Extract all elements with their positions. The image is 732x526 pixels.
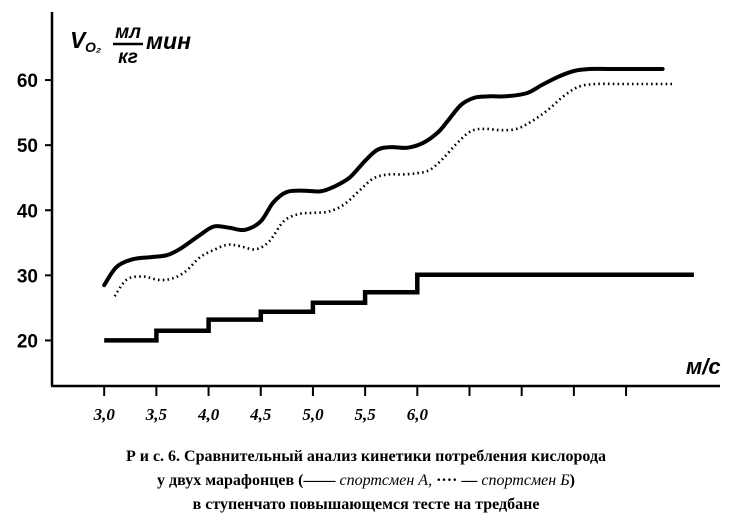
- figure-caption: Р и с. 6. Сравнительный анализ кинетики …: [0, 445, 732, 517]
- x-axis-label: м/с: [686, 354, 721, 379]
- y-tick-label: 50: [17, 136, 38, 157]
- caption-line-3: в ступенчато повышающемся тесте на тредб…: [192, 496, 540, 513]
- caption-dotted-line-mark: ····: [436, 472, 458, 489]
- x-tick-label: 3,0: [93, 405, 116, 424]
- y-axis-label-unit: мин: [146, 28, 191, 54]
- caption-solid-line-mark: ——: [303, 472, 336, 489]
- caption-text-a: у двух марафонцев (: [157, 472, 304, 489]
- y-tick-label: 60: [17, 71, 38, 92]
- x-ticks: 3,0 3,5 4,0 4,5 5,0 5,5 6,0: [93, 386, 628, 424]
- caption-athlete-a: спортсмен А,: [335, 472, 437, 489]
- caption-athlete-b: спортсмен Б: [481, 472, 570, 489]
- x-tick-label: 4,0: [197, 405, 220, 424]
- y-axis-label: V O₂: [70, 27, 101, 55]
- series-athlete-a-line: [102, 66, 665, 288]
- caption-close-paren: ): [569, 472, 575, 489]
- y-tick-label: 20: [17, 331, 38, 352]
- oxygen-uptake-chart: 20 30 40 50 60 3,0 3,5 4,0 4,5 5,0 5,5 6,0 V O₂ мл…: [17, 12, 721, 424]
- chart-axes: [50, 12, 720, 388]
- y-tick-label: 40: [17, 201, 38, 222]
- x-tick-label: 5,5: [355, 405, 377, 424]
- series-athlete-b-line: [113, 82, 673, 297]
- caption-dash: —: [457, 472, 482, 489]
- caption-line-2: у двух марафонцев (—— спортсмен А, ···· …: [0, 469, 732, 493]
- y-axis-label-main: V: [70, 27, 87, 53]
- series-workload-step-line: [104, 272, 694, 343]
- x-tick-label: 5,0: [302, 405, 324, 424]
- y-axis-label-numerator: мл: [115, 22, 141, 43]
- x-tick-label: 3,5: [145, 405, 168, 424]
- y-axis-label-subscript: O₂: [85, 39, 101, 55]
- series-group: [102, 66, 694, 343]
- y-ticks: 20 30 40 50 60: [17, 71, 52, 352]
- y-tick-label: 30: [17, 266, 38, 287]
- y-axis-label-denominator: кг: [118, 47, 138, 68]
- x-tick-label: 4,5: [249, 405, 272, 424]
- x-tick-label: 6,0: [407, 405, 429, 424]
- caption-line-1: Р и с. 6. Сравнительный анализ кинетики …: [125, 448, 607, 465]
